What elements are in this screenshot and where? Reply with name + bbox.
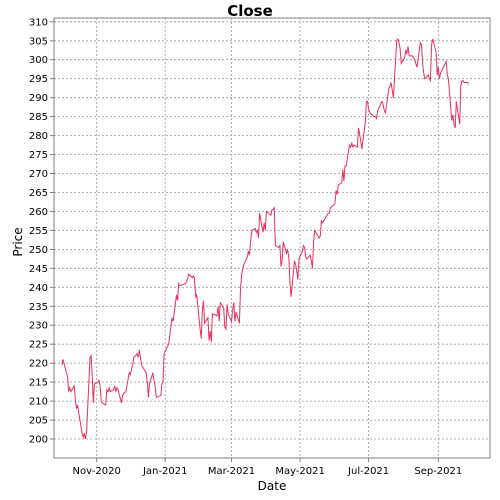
- series-layer: [61, 37, 470, 440]
- y-axis-label: Price: [11, 227, 25, 256]
- y-tick-label: 230: [29, 321, 48, 332]
- x-tick-label: May-2021: [275, 466, 325, 477]
- x-tick-label: Nov-2020: [73, 466, 121, 477]
- y-tick-label: 305: [29, 36, 48, 47]
- y-tick-label: 290: [29, 93, 48, 104]
- x-tick-label: Mar-2021: [208, 466, 255, 477]
- y-tick-label: 220: [29, 359, 48, 370]
- y-tick-label: 245: [29, 264, 48, 275]
- y-tick-label: 205: [29, 416, 48, 427]
- y-tick-label: 300: [29, 55, 48, 66]
- x-tick-label: Jul-2021: [347, 466, 389, 477]
- y-tick-label: 260: [29, 207, 48, 218]
- plot-frame: [53, 17, 491, 459]
- y-tick-label: 250: [29, 245, 48, 256]
- axis-ticks: 200 205 210 215 220 225 230 235 240 245 250 255 260 2…: [29, 17, 462, 477]
- y-tick-label: 235: [29, 302, 48, 313]
- chart-title: Close: [227, 2, 273, 20]
- y-tick-label: 295: [29, 74, 48, 85]
- y-tick-label: 275: [29, 150, 48, 161]
- y-tick-label: 240: [29, 283, 48, 294]
- y-tick-label: 255: [29, 226, 48, 237]
- y-tick-label: 265: [29, 188, 48, 199]
- y-tick-label: 215: [29, 378, 48, 389]
- y-tick-label: 200: [29, 435, 48, 446]
- y-tick-label: 310: [29, 17, 48, 28]
- y-tick-label: 285: [29, 112, 48, 123]
- x-tick-label: Jan-2021: [142, 466, 187, 477]
- series-line: [61, 37, 470, 440]
- y-tick-label: 210: [29, 397, 48, 408]
- grid: [54, 18, 490, 458]
- x-axis-label: Date: [258, 479, 287, 493]
- x-tick-label: Sep-2021: [414, 466, 462, 477]
- y-tick-label: 280: [29, 131, 48, 142]
- y-tick-label: 225: [29, 340, 48, 351]
- y-tick-label: 270: [29, 169, 48, 180]
